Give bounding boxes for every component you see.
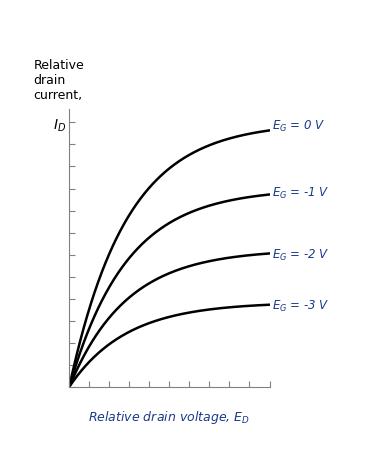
Text: $E_G$ = -1 V: $E_G$ = -1 V [271, 186, 329, 201]
Text: Relative drain voltage, $E_D$: Relative drain voltage, $E_D$ [89, 409, 250, 426]
Text: $E_G$ = -3 V: $E_G$ = -3 V [271, 299, 329, 314]
Text: Relative
drain
current,: Relative drain current, [33, 59, 84, 102]
Text: $E_G$ = -2 V: $E_G$ = -2 V [271, 248, 329, 263]
Text: $I_D$: $I_D$ [53, 117, 67, 134]
Text: $E_G$ = 0 V: $E_G$ = 0 V [271, 119, 325, 134]
